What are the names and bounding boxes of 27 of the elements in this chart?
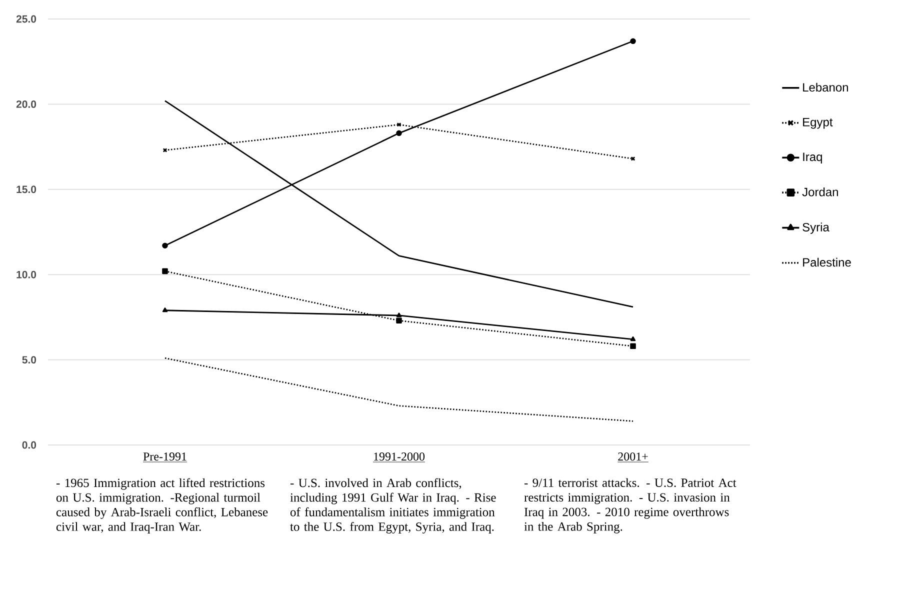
point [630,343,636,350]
point [630,336,636,342]
x-tick-label: Pre-1991 [143,452,186,461]
text: - U.S. involved in Arab conflicts, including 1991 Gulf War in Iraq. - Rise of fundamentalism initiates immigration to the U.S. from Egypt, Syria, and Iraq. [290,478,496,534]
point [396,318,402,324]
legend-label: Jordan [802,187,838,196]
text: - 9/11 terrorist attacks. - U.S. Patriot Act restricts immigration. - U.S. invasion in Iraq in 2003. - 2010 regime overthrows in the Arab Spring. [524,478,736,534]
legend-label: Syria [802,222,830,234]
legend-label: Egypt [803,118,833,129]
legend-label: Iraq [803,152,822,164]
y-tick-label: 15.0 [16,186,36,194]
x-tick-label: 1991-2000 [374,452,425,461]
y-tick-label: 0.0 [22,441,36,449]
point [162,307,168,312]
y-tick-label: 20.0 [16,100,36,108]
y-tick-label: 5.0 [22,356,36,364]
text: - 1965 Immigration act lifted restrictions on U.S. immigration. -Regional turmoil caused by Arab-Israeli conflict, Lebanese civil war, and Iraq-Iran War. [56,478,268,534]
point [162,268,168,274]
y-tick-label: 25.0 [16,15,36,23]
x-tick-label: 2001+ [618,452,648,461]
legend-label: Palestine [803,258,851,267]
point [630,38,636,44]
legend-label: Lebanon [803,82,848,92]
point [162,242,168,249]
point [396,312,402,318]
point [396,130,402,136]
y-tick-label: 10.0 [16,270,36,278]
